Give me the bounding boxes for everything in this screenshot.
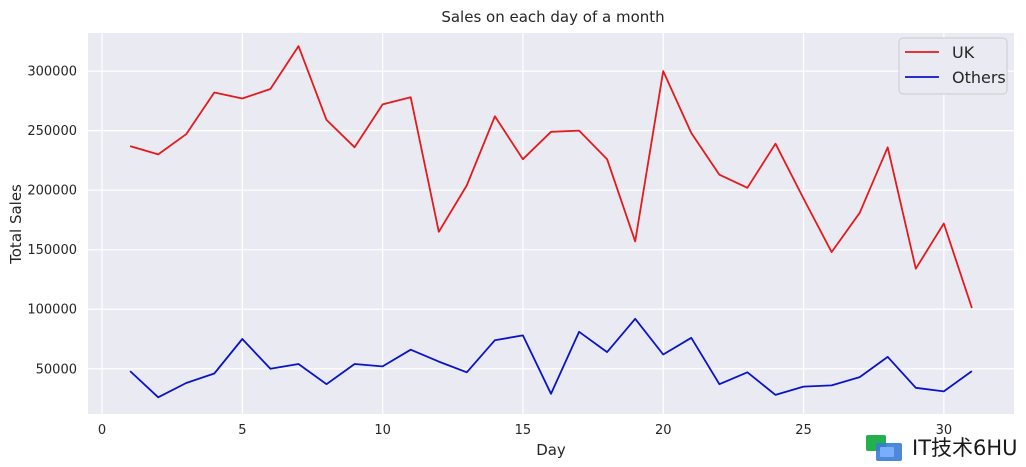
series-line-others [129, 317, 973, 399]
tick-labels: 0 5 10 15 20 25 30 50000 100000 150000 200000 25000… [27, 65, 952, 438]
series-lines [129, 45, 973, 399]
y-tick-label: 50000 [36, 362, 77, 377]
x-tick-label: 15 [515, 423, 532, 438]
chart-title: Sales on each day of a month [441, 8, 664, 26]
grid-lines [88, 33, 1014, 414]
y-axis-label: Total Sales [7, 184, 25, 265]
legend-label: UK [952, 43, 975, 62]
y-tick-label: 100000 [27, 303, 77, 318]
x-tick-label: 25 [795, 423, 812, 438]
x-tick-label: 5 [238, 423, 246, 438]
watermark-text: IT技术6HU [912, 436, 1018, 460]
x-tick-label: 30 [936, 423, 953, 438]
legend-label: Others [952, 68, 1006, 87]
watermark: IT技术6HU [866, 432, 1022, 462]
y-tick-label: 250000 [27, 124, 77, 139]
series-line-uk [129, 45, 973, 309]
x-tick-label: 10 [374, 423, 391, 438]
y-tick-label: 300000 [27, 65, 77, 80]
x-tick-label: 0 [98, 423, 106, 438]
x-axis-label: Day [536, 441, 566, 459]
legend: UK Others [898, 37, 1008, 95]
watermark-logo-icon [866, 435, 902, 461]
y-tick-label: 150000 [27, 243, 77, 258]
x-tick-label: 20 [655, 423, 672, 438]
y-tick-label: 200000 [27, 184, 77, 199]
